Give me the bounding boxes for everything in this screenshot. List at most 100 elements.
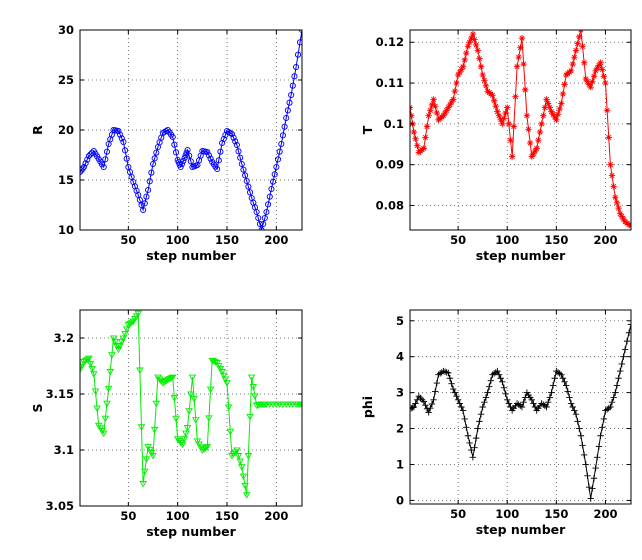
data-point xyxy=(492,369,499,376)
data-point xyxy=(528,153,535,160)
data-point xyxy=(571,54,578,61)
data-point xyxy=(505,120,513,128)
data-point xyxy=(82,160,89,167)
data-point xyxy=(93,405,101,413)
data-point xyxy=(518,34,526,42)
data-point xyxy=(175,438,184,445)
data-point xyxy=(243,177,250,185)
data-point xyxy=(520,60,527,68)
data-point xyxy=(200,446,208,453)
data-point xyxy=(440,367,447,375)
data-point xyxy=(559,375,567,382)
data-point xyxy=(448,380,455,387)
data-point xyxy=(111,339,119,346)
data-point xyxy=(582,75,590,83)
data-point xyxy=(458,403,465,411)
data-point xyxy=(240,166,247,173)
data-point xyxy=(446,375,454,382)
data-point xyxy=(288,91,295,99)
x-tick-label: 150 xyxy=(544,507,568,521)
data-point xyxy=(441,109,449,117)
data-point xyxy=(481,399,488,406)
y-tick-label: 1 xyxy=(396,457,404,471)
data-point xyxy=(148,169,155,176)
data-point xyxy=(620,353,627,360)
data-point xyxy=(127,319,136,327)
data-point xyxy=(238,464,246,471)
data-point xyxy=(508,153,516,160)
data-point xyxy=(210,358,218,366)
data-point xyxy=(479,71,486,79)
data-point xyxy=(494,108,501,115)
data-point xyxy=(590,73,598,80)
data-point xyxy=(576,425,583,432)
data-point xyxy=(430,96,437,103)
data-point xyxy=(142,456,151,463)
data-point xyxy=(618,213,626,220)
data-point xyxy=(612,389,619,396)
data-point xyxy=(198,447,207,454)
data-point xyxy=(427,107,434,114)
data-point xyxy=(499,120,506,128)
data-point xyxy=(544,100,552,107)
data-point xyxy=(89,149,96,156)
data-point xyxy=(577,432,585,439)
data-point xyxy=(561,81,568,88)
data-point xyxy=(598,66,606,73)
data-point xyxy=(220,135,227,143)
x-axis-label: step number xyxy=(146,524,236,539)
data-point xyxy=(621,346,629,353)
data-point xyxy=(91,388,100,395)
x-tick-label: 150 xyxy=(215,233,239,247)
chart-panel-t: 50 100 150 200 0.08 0.09 0.1 0.11 0.12 step numbe… xyxy=(360,29,632,263)
data-point xyxy=(123,155,130,162)
data-point xyxy=(520,399,527,406)
data-point xyxy=(549,111,557,118)
data-point xyxy=(134,310,142,318)
data-point xyxy=(169,133,176,141)
data-point xyxy=(146,178,153,185)
data-point xyxy=(219,372,228,380)
data-point xyxy=(625,329,631,336)
data-point xyxy=(540,401,547,408)
x-tick-label: 100 xyxy=(166,509,190,523)
data-point xyxy=(446,101,454,109)
data-point xyxy=(235,148,242,155)
data-point xyxy=(124,322,133,329)
y-tick-label: 3 xyxy=(396,386,404,400)
x-tick-label: 100 xyxy=(166,233,190,247)
data-point xyxy=(605,404,612,412)
data-point xyxy=(440,112,447,119)
data-point xyxy=(106,369,115,376)
data-point xyxy=(594,454,601,461)
data-point xyxy=(211,359,220,366)
data-point xyxy=(572,47,580,54)
data-point xyxy=(587,83,594,91)
data-point xyxy=(507,403,514,411)
data-point xyxy=(610,183,617,190)
data-point xyxy=(603,107,611,114)
data-point xyxy=(432,102,439,110)
data-point xyxy=(567,400,575,407)
data-point xyxy=(559,90,567,98)
data-point xyxy=(84,156,91,163)
chart-panel-phi: 50 100 150 200 0 1 2 3 4 5 step number phi xyxy=(360,309,632,537)
y-tick-label: 10 xyxy=(58,223,74,237)
data-point xyxy=(492,102,499,110)
data-point xyxy=(164,376,172,384)
data-point xyxy=(553,116,560,123)
data-point xyxy=(469,30,477,38)
data-point xyxy=(469,454,477,461)
data-point xyxy=(172,149,180,156)
data-point xyxy=(153,149,160,156)
data-point xyxy=(205,152,212,159)
data-point xyxy=(143,193,150,200)
data-point xyxy=(585,484,593,491)
data-point xyxy=(180,436,189,443)
data-point xyxy=(463,49,470,57)
data-point xyxy=(191,417,200,424)
data-point xyxy=(173,436,182,443)
data-point xyxy=(513,400,521,407)
axes-frame xyxy=(409,309,632,505)
data-point xyxy=(456,68,463,76)
